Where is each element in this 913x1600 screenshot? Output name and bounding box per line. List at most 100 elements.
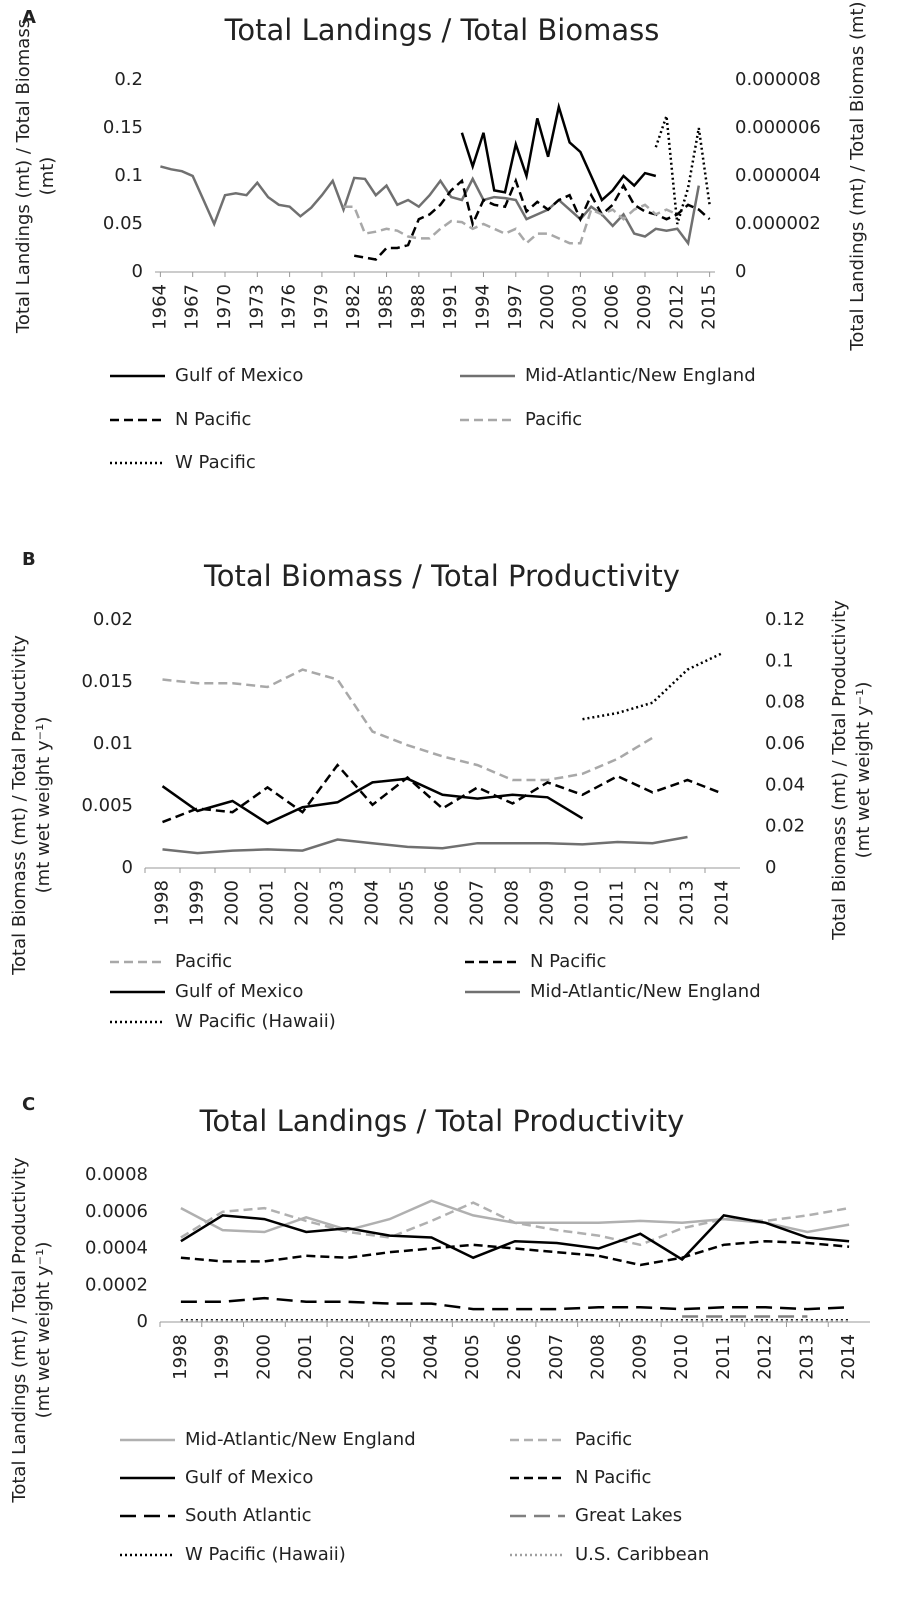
panel: C Total Landings / Total Productivity 0 0.0…: [9, 1094, 870, 1565]
y-tick-label: 0.02: [93, 609, 133, 630]
y2-tick-label: 0.000008: [735, 69, 821, 90]
y2-tick-label: 0: [765, 857, 776, 878]
x-tick-label: 1985: [376, 284, 397, 330]
panel-label: A: [22, 7, 36, 28]
series-line: [180, 1214, 850, 1262]
x-tick-label: 2007: [546, 1334, 567, 1380]
y2-tick-label: 0.04: [765, 774, 805, 795]
legend-label: Mid-Atlantic/New England: [530, 981, 761, 1002]
x-tick-label: 1999: [212, 1334, 233, 1380]
x-tick-label: 1998: [152, 880, 173, 926]
x-tick-label: 2009: [634, 284, 655, 330]
legend-label: N Pacific: [530, 951, 606, 972]
legend-label: Mid-Atlantic/New England: [185, 1429, 416, 1450]
y-tick-label: 0: [122, 857, 133, 878]
x-tick-label: 2000: [253, 1334, 274, 1380]
x-tick-label: 2007: [467, 880, 488, 926]
x-tick-label: 2014: [838, 1334, 859, 1380]
x-tick-label: 2008: [502, 880, 523, 926]
x-tick-label: 2001: [257, 880, 278, 926]
x-tick-label: 2000: [222, 880, 243, 926]
series-line: [582, 651, 724, 721]
x-tick-label: 2004: [362, 880, 383, 926]
y-tick-label: 0.0002: [85, 1274, 148, 1295]
series-line: [160, 165, 701, 247]
legend-label: W Pacific (Hawaii): [175, 1011, 336, 1032]
series-line: [180, 1199, 850, 1234]
x-tick-label: 2011: [607, 880, 628, 926]
x-tick-label: 1988: [408, 284, 429, 330]
x-tick-label: 1991: [440, 284, 461, 330]
y-tick-label: 0.2: [114, 69, 143, 90]
x-tick-label: 2011: [713, 1334, 734, 1380]
x-tick-label: 2002: [292, 880, 313, 926]
y-tick-label: 0.0008: [85, 1164, 148, 1185]
x-tick-label: 1973: [246, 284, 267, 330]
x-tick-label: 2009: [537, 880, 558, 926]
y-axis-title: Total Biomass (mt) / Total Productivity: [9, 635, 30, 976]
y-axis-title: Total Landings (mt) / Total Productivity: [9, 1157, 30, 1504]
x-tick-label: 2003: [379, 1334, 400, 1380]
series-line: [654, 115, 711, 225]
x-tick-label: 2012: [642, 880, 663, 926]
x-tick-label: 2010: [572, 880, 593, 926]
y-tick-label: 0: [137, 1311, 148, 1332]
x-tick-label: 1970: [214, 284, 235, 330]
x-tick-label: 2003: [569, 284, 590, 330]
series-line: [353, 177, 711, 261]
y2-tick-label: 0.08: [765, 692, 805, 713]
legend-label: Mid-Atlantic/New England: [525, 365, 756, 386]
series-line: [162, 763, 723, 824]
y-tick-label: 0.15: [103, 117, 143, 138]
y-tick-label: 0.005: [81, 795, 133, 816]
series-line: [162, 668, 654, 782]
x-tick-label: 2002: [337, 1334, 358, 1380]
y2-tick-label: 0.000006: [735, 117, 821, 138]
y2-tick-label: 0.000004: [735, 165, 821, 186]
panel-label: C: [22, 1094, 35, 1115]
legend-label: W Pacific: [175, 452, 256, 473]
series-line: [161, 777, 584, 825]
legend-label: Gulf of Mexico: [175, 365, 303, 386]
x-tick-label: 1999: [187, 880, 208, 926]
y2-axis-title: (mt wet weight y⁻¹): [853, 682, 874, 859]
y-axis-title: (mt wet weight y⁻¹): [33, 1242, 54, 1419]
y2-tick-label: 0.02: [765, 816, 805, 837]
y-tick-label: 0.05: [103, 213, 143, 234]
series-line: [343, 203, 678, 246]
x-tick-label: 1997: [505, 284, 526, 330]
y2-tick-label: 0.06: [765, 733, 805, 754]
chart-title: Total Landings / Total Productivity: [199, 1104, 685, 1138]
y-tick-label: 0: [132, 261, 143, 282]
legend-label: Great Lakes: [575, 1505, 682, 1526]
panel-label: B: [22, 549, 36, 570]
panel: A Total Landings / Total Biomass 0 0.05 0.1 0…: [13, 1, 868, 473]
x-tick-label: 2006: [432, 880, 453, 926]
x-tick-label: 2006: [504, 1334, 525, 1380]
y-axis-title: Total Landings (mt) / Total Biomass: [13, 19, 34, 334]
y-tick-label: 0.1: [114, 165, 143, 186]
legend-label: Gulf of Mexico: [175, 981, 303, 1002]
y-tick-label: 0.0006: [85, 1201, 148, 1222]
series-line: [180, 1201, 850, 1247]
y2-axis-title: Total Biomass (mt) / Total Productivity: [829, 600, 850, 941]
x-tick-label: 1976: [279, 284, 300, 330]
legend-label: U.S. Caribbean: [575, 1544, 709, 1565]
y-tick-label: 0.01: [93, 733, 133, 754]
legend-label: N Pacific: [175, 409, 251, 430]
x-tick-label: 2004: [420, 1334, 441, 1380]
y2-tick-label: 0.12: [765, 609, 805, 630]
chart-title: Total Landings / Total Biomass: [224, 13, 660, 47]
y2-axis-title: Total Landings (mt) / Total Biomas (mt): [847, 1, 868, 351]
y-axis-title: (mt wet weight y⁻¹): [33, 717, 54, 894]
x-tick-label: 2009: [629, 1334, 650, 1380]
x-tick-label: 2000: [537, 284, 558, 330]
x-tick-label: 2006: [602, 284, 623, 330]
x-tick-label: 2003: [327, 880, 348, 926]
x-tick-label: 1967: [182, 284, 203, 330]
x-tick-label: 2010: [671, 1334, 692, 1380]
x-tick-label: 1982: [343, 284, 364, 330]
legend-label: South Atlantic: [185, 1505, 311, 1526]
legend-label: Pacific: [175, 951, 232, 972]
